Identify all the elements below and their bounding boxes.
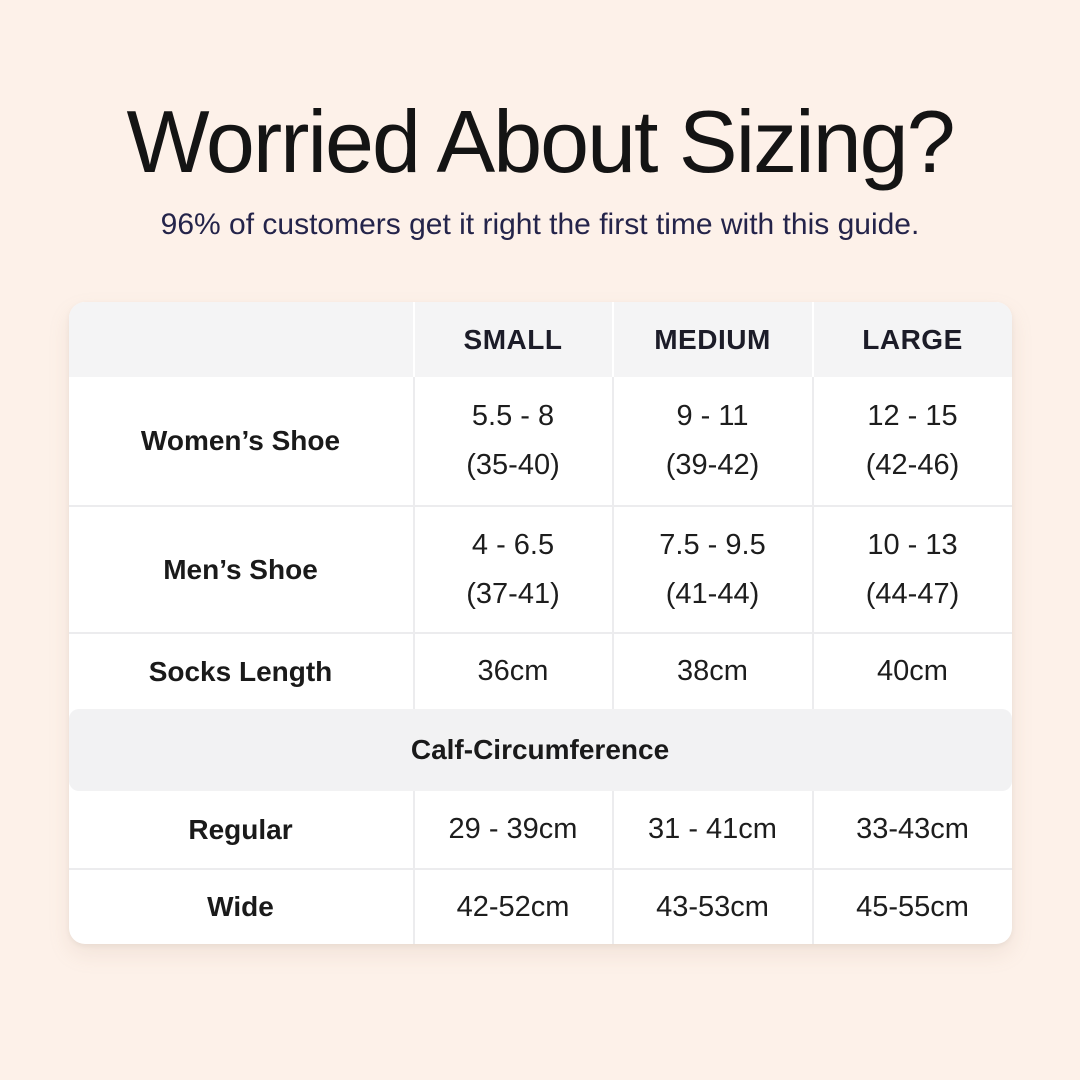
row-label: Socks Length bbox=[148, 655, 333, 687]
size-cell: 42-52cm bbox=[412, 870, 612, 944]
size-value: 5.5 - 8 bbox=[471, 400, 555, 433]
size-value: 7.5 - 9.5 bbox=[659, 528, 766, 561]
size-value-eu: (42-46) bbox=[865, 449, 960, 481]
size-value-eu: (35-40) bbox=[466, 449, 560, 481]
size-value-eu: (44-47) bbox=[865, 577, 960, 610]
table-row-mens-shoe: Men’s Shoe 4 - 6.5 (37-41) 7.5 - 9.5 (41… bbox=[68, 505, 1012, 632]
size-cell: 33-43cm bbox=[811, 791, 1012, 868]
header-cell-empty bbox=[69, 302, 413, 377]
size-cell: 29 - 39cm bbox=[412, 791, 612, 868]
size-value-eu: (41-44) bbox=[665, 577, 760, 610]
size-chart-header-row: SMALL MEDIUM LARGE bbox=[68, 302, 1012, 377]
size-cell: 40cm bbox=[811, 634, 1012, 709]
size-cell: 45-55cm bbox=[811, 870, 1012, 944]
size-value: 4 - 6.5 bbox=[471, 528, 555, 561]
size-cell: 43-53cm bbox=[611, 870, 812, 944]
size-cell: 9 - 11 (39-42) bbox=[611, 377, 812, 505]
table-row-regular: Regular 29 - 39cm 31 - 41cm 33-43cm bbox=[69, 791, 1012, 868]
table-row-wide: Wide 42-52cm 43-53cm 45-55cm bbox=[68, 868, 1012, 944]
section-header-label: Calf-Circumference bbox=[410, 734, 670, 765]
size-value-eu: (39-42) bbox=[665, 449, 760, 481]
size-value: 12 - 15 bbox=[867, 400, 958, 433]
size-chart-table: SMALL MEDIUM LARGE Women’s Shoe 5.5 - 8 … bbox=[68, 302, 1012, 944]
size-cell: 10 - 13 (44-47) bbox=[811, 507, 1012, 632]
page-title: Worried About Sizing? bbox=[126, 92, 955, 191]
size-cell: 38cm bbox=[611, 634, 812, 709]
size-value-eu: (37-41) bbox=[466, 577, 560, 610]
row-label: Men’s Shoe bbox=[163, 553, 318, 585]
row-label: Wide bbox=[207, 891, 274, 922]
row-label: Women’s Shoe bbox=[140, 425, 341, 456]
header-cell-medium: MEDIUM bbox=[611, 302, 812, 377]
table-row-socks-length: Socks Length 36cm 38cm 40cm bbox=[68, 632, 1012, 709]
row-label: Regular bbox=[188, 813, 293, 845]
size-value: 10 - 13 bbox=[867, 528, 958, 561]
size-value: 9 - 11 bbox=[676, 400, 749, 433]
size-cell: 36cm bbox=[412, 634, 612, 709]
size-cell: 4 - 6.5 (37-41) bbox=[412, 507, 612, 632]
header-cell-large: LARGE bbox=[811, 302, 1012, 377]
size-cell: 7.5 - 9.5 (41-44) bbox=[611, 507, 812, 632]
size-cell: 5.5 - 8 (35-40) bbox=[412, 377, 612, 505]
page-subtitle: 96% of customers get it right the first … bbox=[160, 208, 920, 241]
table-row-womens-shoe: Women’s Shoe 5.5 - 8 (35-40) 9 - 11 (39-… bbox=[69, 377, 1012, 505]
section-header-calf-circumference: Calf-Circumference bbox=[68, 709, 1012, 791]
header-cell-small: SMALL bbox=[412, 302, 612, 377]
size-cell: 31 - 41cm bbox=[611, 791, 812, 868]
size-cell: 12 - 15 (42-46) bbox=[811, 377, 1012, 505]
